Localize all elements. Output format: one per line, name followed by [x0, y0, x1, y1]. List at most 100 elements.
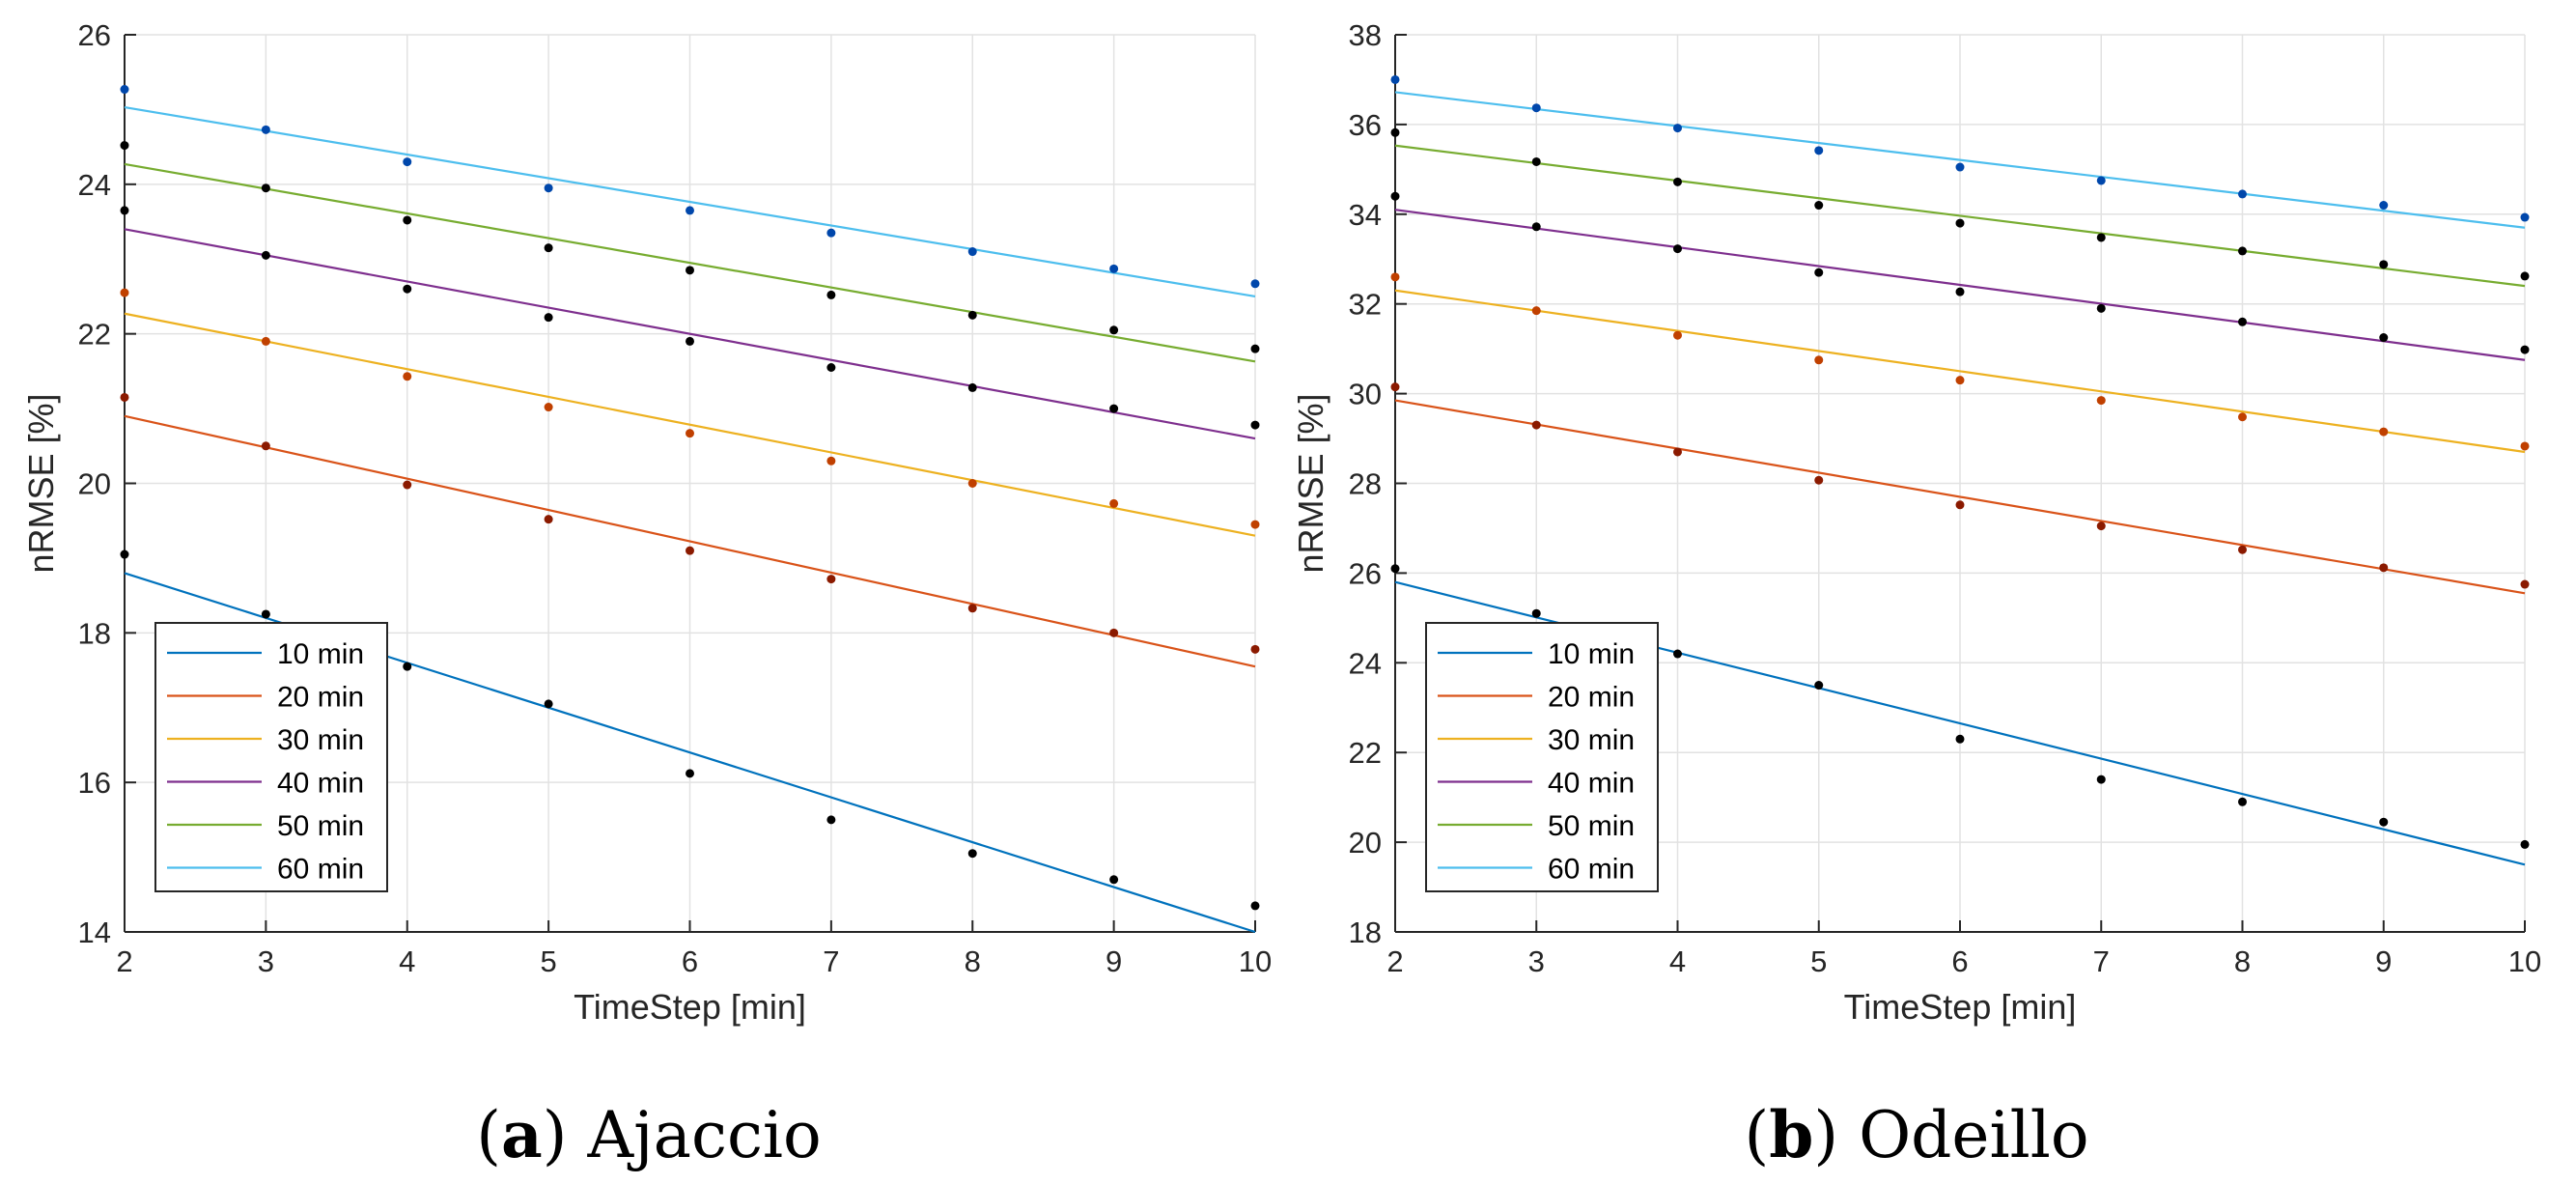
x-tick-label: 8: [965, 944, 981, 978]
data-point: [826, 363, 836, 373]
data-point: [2096, 303, 2106, 313]
data-point: [544, 515, 553, 524]
x-tick-label: 6: [682, 944, 698, 978]
data-point: [1673, 177, 1682, 186]
y-tick-label: 36: [1349, 108, 1382, 142]
data-point: [967, 310, 977, 320]
caption-letter: a: [501, 1097, 543, 1172]
y-tick-label: 22: [78, 318, 111, 352]
data-point: [1814, 201, 1824, 211]
legend-label: 50 min: [1548, 810, 1635, 842]
y-axis-label: nRMSE [%]: [21, 393, 61, 573]
data-point: [1814, 268, 1824, 277]
data-point: [2238, 189, 2247, 199]
fit-line-40-min: [1394, 209, 2526, 361]
legend-label: 50 min: [277, 810, 364, 842]
legend-label: 40 min: [1548, 768, 1635, 800]
legend-label: 30 min: [1548, 724, 1635, 756]
data-point: [826, 228, 836, 238]
data-point: [2096, 176, 2106, 185]
data-point: [120, 550, 129, 559]
data-point: [1814, 681, 1824, 691]
data-point: [2379, 201, 2389, 211]
data-point: [544, 243, 553, 253]
data-point: [2379, 333, 2389, 343]
data-point: [120, 85, 129, 95]
data-point: [2379, 427, 2389, 437]
x-tick-label: 8: [2234, 944, 2251, 978]
data-point: [686, 429, 694, 438]
data-point: [1390, 382, 1400, 392]
data-point: [544, 183, 553, 193]
data-point: [120, 288, 129, 297]
data-point: [686, 206, 694, 215]
data-point: [1250, 420, 1260, 430]
y-tick-label: 24: [78, 168, 111, 202]
data-point: [403, 215, 412, 225]
data-point: [686, 336, 694, 346]
x-tick-label: 3: [258, 944, 274, 978]
data-point: [2520, 839, 2530, 849]
data-point: [1673, 649, 1682, 659]
x-tick-label: 2: [1386, 944, 1403, 978]
data-point: [1390, 272, 1400, 282]
data-point: [1814, 355, 1824, 365]
data-point: [1390, 127, 1400, 137]
y-axis-label: nRMSE [%]: [1291, 393, 1330, 573]
fit-line-40-min: [124, 228, 1256, 440]
data-point: [967, 382, 977, 392]
data-point: [2520, 579, 2530, 589]
legend-label: 10 min: [1548, 638, 1635, 670]
y-tick-label: 32: [1349, 288, 1382, 322]
data-point: [1814, 475, 1824, 485]
data-point: [686, 546, 694, 555]
data-point: [1955, 500, 1965, 510]
data-point: [120, 141, 129, 151]
x-tick-label: 2: [116, 944, 132, 978]
data-point: [1109, 404, 1119, 413]
y-tick-label: 14: [78, 916, 111, 949]
fit-line-30-min: [1394, 289, 2526, 454]
y-tick-label: 18: [78, 616, 111, 650]
data-point: [403, 480, 412, 490]
data-point: [1250, 344, 1260, 353]
data-point: [261, 441, 270, 451]
data-point: [1673, 244, 1682, 254]
caption-title: Odeillo: [1859, 1098, 2088, 1172]
fit-line-20-min: [124, 414, 1256, 668]
data-point: [1250, 520, 1260, 529]
data-point: [1955, 287, 1965, 296]
axes: [124, 34, 1256, 933]
data-point: [2238, 246, 2247, 256]
data-point: [1531, 156, 1541, 166]
x-tick-label: 4: [1669, 944, 1686, 978]
y-tick-label: 20: [78, 467, 111, 501]
legend: 10 min 20 min 30 min 40 min 50 min 60 min: [154, 622, 388, 892]
data-point: [2520, 212, 2530, 222]
data-point: [1955, 734, 1965, 744]
data-point: [1531, 306, 1541, 316]
x-tick-label: 10: [2508, 944, 2541, 978]
legend-label: 40 min: [277, 768, 364, 800]
data-point: [2096, 775, 2106, 784]
x-tick-label: 10: [1239, 944, 1272, 978]
data-point: [403, 662, 412, 671]
data-point: [2238, 797, 2247, 806]
data-point: [686, 266, 694, 275]
fit-line-50-min: [124, 162, 1256, 363]
fit-line-60-min: [124, 106, 1256, 298]
x-tick-label: 7: [823, 944, 839, 978]
data-point: [1673, 447, 1682, 457]
data-point: [1955, 376, 1965, 385]
data-point: [1109, 628, 1119, 637]
data-point: [1531, 222, 1541, 232]
data-point: [1390, 564, 1400, 574]
data-point: [2096, 233, 2106, 242]
x-tick-label: 5: [541, 944, 557, 978]
data-point: [1109, 498, 1119, 508]
x-tick-label: 6: [1951, 944, 1968, 978]
x-axis-label: TimeStep [min]: [1844, 987, 2077, 1027]
data-points: [1390, 74, 2530, 849]
